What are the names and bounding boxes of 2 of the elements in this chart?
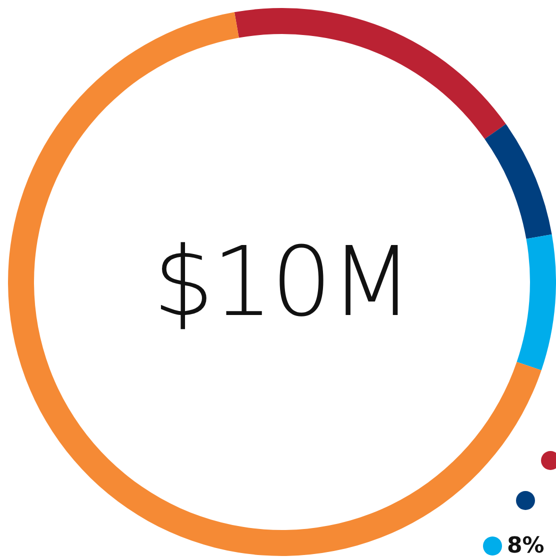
- legend-label: 8%: [507, 534, 544, 558]
- text: $10M: [152, 226, 412, 338]
